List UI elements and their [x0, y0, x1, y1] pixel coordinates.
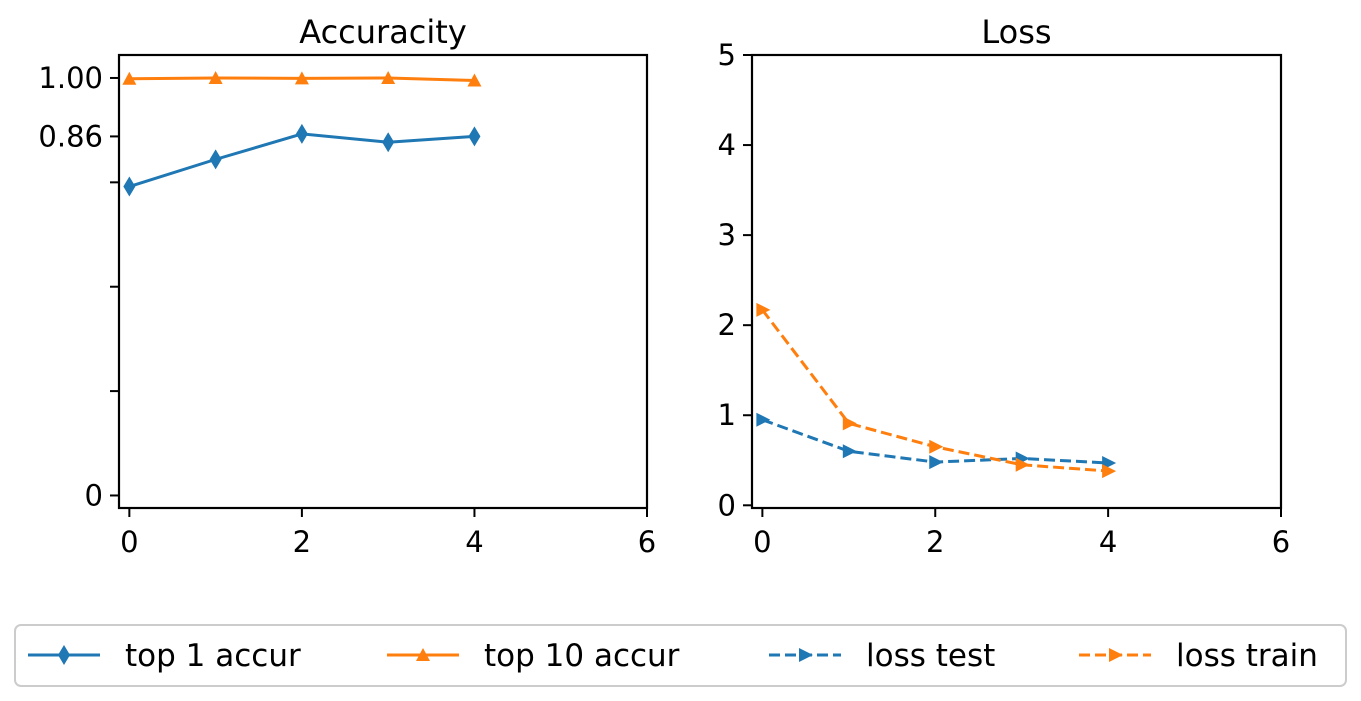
legend-entry-top-1-accur: top 1 accur	[125, 638, 301, 674]
accuracy-chart: 0 2 4 6 0 0.86 1.00 Accuracity	[38, 13, 656, 559]
legend-swatch-marker	[1109, 648, 1123, 662]
y-tick-label: 0	[85, 478, 103, 512]
legend-swatch-marker	[58, 645, 70, 665]
x-tick-label: 4	[465, 525, 483, 559]
data-point-loss-test-1	[842, 444, 857, 459]
legend: top 1 accur top 10 accur loss test loss tra…	[14, 624, 1347, 687]
legend-entry-loss-test: loss test	[866, 638, 995, 674]
data-point-loss-test-2	[929, 455, 944, 470]
loss-chart: 0 2 4 6 0 1 2 3 4 5 Loss	[718, 13, 1291, 559]
data-point-loss-train-4	[1102, 464, 1117, 479]
legend-swatch-marker	[799, 648, 813, 662]
x-tick-label: 0	[120, 525, 138, 559]
x-tick-label: 4	[1099, 525, 1117, 559]
x-tick-label: 0	[753, 525, 771, 559]
y-tick-label: 4	[718, 128, 736, 162]
legend-entry-loss-train: loss train	[1176, 638, 1318, 674]
x-tick-label: 2	[926, 525, 944, 559]
plot-frame	[750, 53, 1283, 510]
chart-title: Accuracity	[299, 13, 467, 51]
x-tick-label: 2	[293, 525, 311, 559]
data-point-loss-train-1	[842, 416, 857, 431]
y-tick-label: 0.86	[38, 119, 103, 153]
data-point-top-10-accur-3	[381, 70, 396, 84]
data-point-loss-test-0	[756, 412, 771, 427]
series-line-loss-test	[761, 418, 1109, 465]
y-tick-label: 5	[718, 38, 736, 72]
legend-entry-top-10-accur: top 10 accur	[484, 638, 680, 674]
y-tick-label: 3	[718, 218, 736, 252]
y-tick-label: 0	[718, 488, 736, 522]
legend-swatch-marker	[416, 648, 430, 661]
data-point-top-10-accur-0	[122, 71, 137, 85]
data-point-top-10-accur-1	[208, 70, 223, 84]
data-point-loss-train-0	[756, 302, 771, 317]
data-point-top-1-accur-2	[295, 123, 308, 144]
x-tick-label: 6	[638, 525, 656, 559]
data-point-top-1-accur-0	[123, 176, 136, 197]
data-point-top-10-accur-4	[467, 73, 482, 87]
data-point-loss-train-3	[1015, 457, 1030, 472]
y-tick-label: 1	[718, 398, 736, 432]
legend-frame	[14, 624, 1347, 687]
chart-title: Loss	[981, 13, 1051, 51]
x-tick-label: 6	[1272, 525, 1290, 559]
data-point-top-1-accur-3	[382, 132, 395, 153]
y-tick-label: 2	[718, 308, 736, 342]
data-point-top-1-accur-4	[468, 126, 481, 147]
y-tick-label: 1.00	[38, 61, 103, 95]
data-point-top-1-accur-1	[209, 149, 222, 170]
data-point-loss-train-2	[929, 439, 944, 454]
data-point-top-10-accur-2	[294, 71, 309, 85]
plot-frame	[117, 53, 649, 510]
